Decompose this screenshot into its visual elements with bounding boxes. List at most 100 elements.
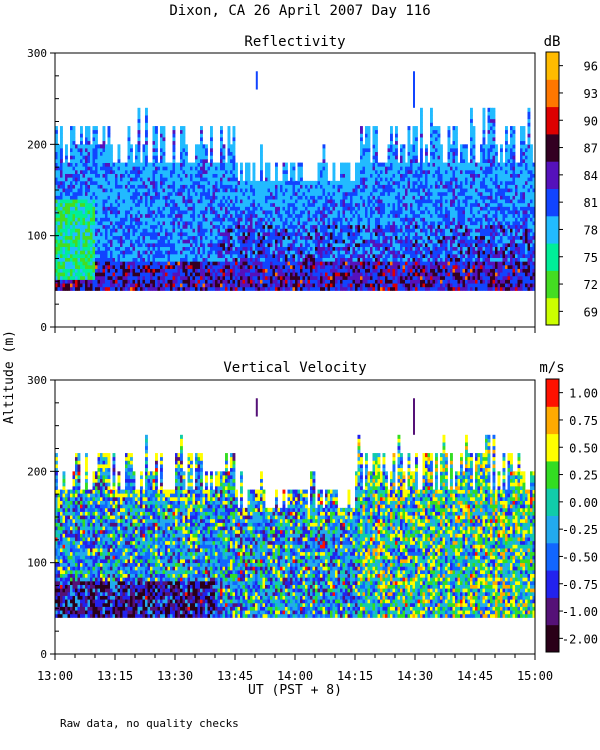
reflectivity-cell xyxy=(197,195,201,200)
reflectivity-cell xyxy=(232,144,236,149)
reflectivity-cell xyxy=(252,195,256,200)
reflectivity-cell xyxy=(105,158,108,163)
reflectivity-cell xyxy=(212,283,216,288)
reflectivity-cell xyxy=(170,246,173,251)
reflectivity-cell xyxy=(362,235,366,240)
reflectivity-cell xyxy=(377,202,381,207)
reflectivity-cell xyxy=(382,173,386,178)
reflectivity-cell xyxy=(362,151,366,156)
reflectivity-cell xyxy=(190,195,193,200)
reflectivity-cell xyxy=(72,147,76,153)
reflectivity-cell xyxy=(262,217,266,222)
reflectivity-cell xyxy=(232,242,236,248)
reflectivity-cell xyxy=(325,188,328,193)
reflectivity-cell xyxy=(167,228,171,233)
reflectivity-cell xyxy=(357,191,361,196)
reflectivity-cell xyxy=(285,206,288,211)
reflectivity-cell xyxy=(132,191,136,196)
reflectivity-cell xyxy=(152,202,156,207)
reflectivity-cell xyxy=(325,206,328,211)
reflectivity-cell xyxy=(185,199,188,204)
reflectivity-cell xyxy=(332,202,336,207)
reflectivity-cell xyxy=(255,195,258,200)
reflectivity-cell xyxy=(152,246,156,251)
reflectivity-cell xyxy=(72,228,76,233)
reflectivity-cell xyxy=(290,228,293,233)
reflectivity-cell xyxy=(55,137,58,142)
reflectivity-cell xyxy=(265,162,268,167)
reflectivity-cell xyxy=(150,188,153,193)
reflectivity-cell xyxy=(365,129,368,134)
reflectivity-cell xyxy=(332,177,336,182)
reflectivity-cell xyxy=(137,272,141,277)
reflectivity-cell xyxy=(110,264,113,269)
reflectivity-cell xyxy=(300,257,303,262)
reflectivity-cell xyxy=(90,213,93,218)
reflectivity-cell xyxy=(235,279,238,284)
reflectivity-cell xyxy=(285,261,288,266)
reflectivity-cell xyxy=(217,177,221,182)
reflectivity-cell xyxy=(357,228,361,233)
reflectivity-cell xyxy=(220,180,223,185)
reflectivity-cell xyxy=(367,264,371,269)
reflectivity-cell xyxy=(75,261,78,266)
reflectivity-cell xyxy=(180,169,183,174)
reflectivity-cell xyxy=(187,177,191,182)
reflectivity-cell xyxy=(75,239,78,244)
reflectivity-cell xyxy=(210,199,213,204)
reflectivity-cell xyxy=(335,253,338,258)
reflectivity-cell xyxy=(55,158,58,163)
reflectivity-cell xyxy=(237,257,241,262)
reflectivity-cell xyxy=(160,279,163,284)
reflectivity-cell xyxy=(307,184,311,189)
reflectivity-cell xyxy=(217,239,221,244)
reflectivity-cell xyxy=(385,264,388,269)
reflectivity-cell xyxy=(315,253,318,258)
reflectivity-cell xyxy=(137,118,141,123)
reflectivity-cell xyxy=(272,199,276,204)
reflectivity-cell xyxy=(137,232,141,237)
reflectivity-cell xyxy=(370,286,373,291)
reflectivity-cell xyxy=(282,272,286,277)
reflectivity-cell xyxy=(275,221,278,226)
reflectivity-cell xyxy=(320,232,323,237)
reflectivity-cell xyxy=(112,184,116,189)
reflectivity-cell xyxy=(380,202,383,207)
reflectivity-cell xyxy=(267,210,271,215)
reflectivity-cell xyxy=(95,173,98,178)
reflectivity-cell xyxy=(360,195,363,200)
reflectivity-cell xyxy=(175,235,178,240)
reflectivity-cell xyxy=(200,232,203,237)
reflectivity-cell xyxy=(152,137,156,142)
reflectivity-cell xyxy=(212,180,216,185)
reflectivity-cell xyxy=(285,228,288,233)
reflectivity-cell xyxy=(312,224,316,229)
reflectivity-cell xyxy=(70,133,73,138)
reflectivity-cell xyxy=(267,286,271,291)
reflectivity-cell xyxy=(65,235,68,240)
reflectivity-cell xyxy=(290,177,293,182)
reflectivity-cell xyxy=(155,169,158,174)
reflectivity-cell xyxy=(192,162,196,167)
reflectivity-cell xyxy=(292,206,296,211)
reflectivity-cell xyxy=(180,202,183,207)
reflectivity-cell xyxy=(107,221,111,226)
reflectivity-cell xyxy=(127,202,131,207)
reflectivity-cell xyxy=(190,275,193,280)
reflectivity-cell xyxy=(182,199,186,204)
reflectivity-cell xyxy=(332,264,336,269)
reflectivity-cell xyxy=(375,275,378,280)
reflectivity-cell xyxy=(330,235,333,240)
reflectivity-cell xyxy=(335,213,338,218)
reflectivity-cell xyxy=(137,213,141,218)
reflectivity-cell xyxy=(360,162,363,167)
reflectivity-cell xyxy=(202,228,206,233)
reflectivity-cell xyxy=(310,195,313,200)
reflectivity-cell xyxy=(182,206,186,211)
reflectivity-cell xyxy=(70,129,73,134)
reflectivity-cell xyxy=(80,202,83,207)
reflectivity-cell xyxy=(77,257,81,262)
reflectivity-cell xyxy=(217,235,221,240)
reflectivity-cell xyxy=(342,224,346,229)
reflectivity-cell xyxy=(282,199,286,204)
